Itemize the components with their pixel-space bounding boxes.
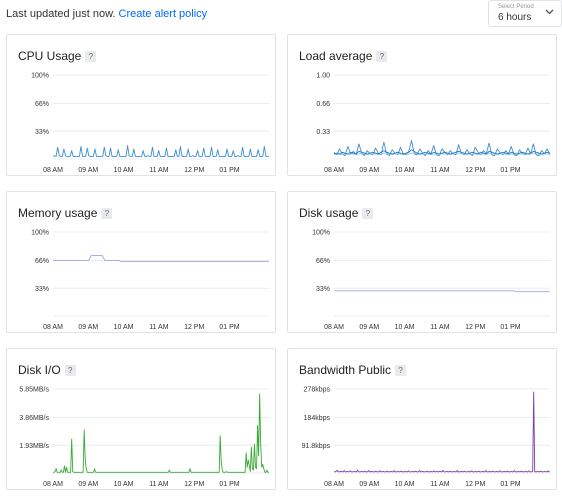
period-select-value: 6 hours <box>498 12 532 23</box>
bandwidth-public-chart: 278kbps 184kbps 91.8kbps 08 AM 09 AM 10 AM 11 … <box>302 387 550 488</box>
x-tick-label: 09 AM <box>78 167 98 174</box>
help-icon[interactable]: ? <box>362 208 374 219</box>
disk-usage-card: Disk usage? 100% 66% 33% 08 AM 09 AM 10 AM 11 … <box>287 191 557 333</box>
x-tick-label: 09 AM <box>359 324 379 331</box>
series-line <box>333 152 550 156</box>
updated-label: Last updated just now. <box>6 8 116 20</box>
y-tick-label: 3.86MB/s <box>19 415 49 422</box>
x-tick-label: 09 AM <box>78 481 98 488</box>
y-tick-label: 278kbps <box>304 387 331 394</box>
memory-usage-card: Memory usage? 100% 66% 33% 08 AM 09 AM 10 AM 1… <box>6 191 276 333</box>
x-tick-label: 12 PM <box>465 167 485 174</box>
x-tick-label: 09 AM <box>78 324 98 331</box>
y-tick-label: 5.85MB/s <box>19 387 49 394</box>
bandwidth-public-card: Bandwidth Public? 278kbps 184kbps 91.8kbps… <box>287 348 557 490</box>
x-tick-label: 10 AM <box>114 324 134 331</box>
cpu-usage-card: CPU Usage? 100% 66% 33% 08 AM 09 AM 10 AM 11 A… <box>6 34 276 176</box>
x-tick-label: 08 AM <box>324 167 344 174</box>
x-tick-label: 01 PM <box>500 481 520 488</box>
load-average-card: Load average? 1.00 0.66 0.33 08 AM 09 AM 10 A… <box>287 34 557 176</box>
x-tick-label: 12 PM <box>184 324 204 331</box>
x-tick-label: 08 AM <box>43 167 63 174</box>
x-tick-label: 08 AM <box>324 481 344 488</box>
x-tick-label: 11 AM <box>149 167 168 174</box>
x-tick-label: 11 AM <box>149 481 168 488</box>
y-tick-label: 0.33 <box>316 129 330 136</box>
load-average-chart: 1.00 0.66 0.33 08 AM 09 AM 10 AM 11 AM 12 PM 01 … <box>316 73 551 174</box>
x-tick-label: 11 AM <box>149 324 168 331</box>
x-tick-label: 01 PM <box>219 481 239 488</box>
x-tick-label: 08 AM <box>324 324 344 331</box>
card-title: Memory usage? <box>18 206 113 220</box>
card-title: Load average? <box>299 49 388 63</box>
x-tick-label: 12 PM <box>465 324 485 331</box>
x-tick-label: 11 AM <box>430 481 449 488</box>
period-select-label: Select Period <box>498 4 534 10</box>
series-line <box>333 149 551 155</box>
help-icon[interactable]: ? <box>85 51 97 62</box>
y-tick-label: 33% <box>35 129 49 136</box>
x-tick-label: 01 PM <box>500 167 520 174</box>
cpu-usage-chart: 100% 66% 33% 08 AM 09 AM 10 AM 11 AM 12 PM 01 PM <box>31 73 269 174</box>
help-icon[interactable]: ? <box>64 365 76 376</box>
series-line <box>334 290 550 293</box>
help-icon[interactable]: ? <box>395 365 407 376</box>
series-line <box>53 393 269 473</box>
x-tick-label: 01 PM <box>219 324 239 331</box>
x-tick-label: 08 AM <box>43 324 63 331</box>
series-line <box>53 255 269 262</box>
y-tick-label: 0.66 <box>316 101 330 108</box>
memory-usage-chart: 100% 66% 33% 08 AM 09 AM 10 AM 11 AM 12 PM 01 PM <box>31 230 269 331</box>
x-tick-label: 09 AM <box>359 167 379 174</box>
chevron-down-icon <box>545 9 554 15</box>
series-line <box>334 391 550 473</box>
y-tick-label: 66% <box>35 101 49 108</box>
y-tick-label: 100% <box>312 230 330 237</box>
card-title-text: Disk I/O <box>18 363 61 377</box>
y-tick-label: 33% <box>35 286 49 293</box>
x-tick-label: 09 AM <box>359 481 379 488</box>
last-updated-text: Last updated just now. Create alert poli… <box>6 8 207 20</box>
y-tick-label: 33% <box>316 286 330 293</box>
disk-io-chart: 5.85MB/s 3.86MB/s 1.93MB/s 08 AM 09 AM 10 AM 1… <box>19 387 269 488</box>
y-tick-label: 66% <box>35 258 49 265</box>
disk-io-card: Disk I/O? 5.85MB/s 3.86MB/s 1.93MB/s 08 AM 0… <box>6 348 276 490</box>
x-tick-label: 01 PM <box>500 324 520 331</box>
disk-usage-chart: 100% 66% 33% 08 AM 09 AM 10 AM 11 AM 12 PM 01 PM <box>312 230 550 331</box>
x-tick-label: 12 PM <box>184 481 204 488</box>
x-tick-label: 01 PM <box>219 167 239 174</box>
y-tick-label: 1.93MB/s <box>19 443 49 450</box>
y-tick-label: 184kbps <box>304 415 331 422</box>
card-title: CPU Usage? <box>18 49 97 63</box>
y-tick-label: 66% <box>316 258 330 265</box>
x-tick-label: 10 AM <box>395 324 415 331</box>
y-tick-label: 100% <box>31 230 49 237</box>
period-select[interactable]: Select Period 6 hours <box>488 0 562 27</box>
card-title-text: Memory usage <box>18 206 98 220</box>
x-tick-label: 10 AM <box>395 167 415 174</box>
card-title-text: Disk usage <box>299 206 359 220</box>
series-line <box>52 145 269 157</box>
help-icon[interactable]: ? <box>101 208 113 219</box>
help-icon[interactable]: ? <box>376 51 388 62</box>
x-tick-label: 10 AM <box>114 167 134 174</box>
x-tick-label: 12 PM <box>184 167 204 174</box>
y-tick-label: 100% <box>31 73 49 80</box>
x-tick-label: 11 AM <box>430 167 449 174</box>
card-title-text: CPU Usage <box>18 49 82 63</box>
x-tick-label: 10 AM <box>395 481 415 488</box>
y-tick-label: 1.00 <box>316 73 330 80</box>
card-title: Disk usage? <box>299 206 374 220</box>
x-tick-label: 10 AM <box>114 481 134 488</box>
card-title-text: Bandwidth Public <box>299 363 392 377</box>
card-title-text: Load average <box>299 49 373 63</box>
x-tick-label: 12 PM <box>465 481 485 488</box>
top-bar: Last updated just now. Create alert poli… <box>0 0 562 30</box>
y-tick-label: 91.8kbps <box>302 443 331 450</box>
card-title: Bandwidth Public? <box>299 363 407 377</box>
x-tick-label: 11 AM <box>430 324 449 331</box>
card-title: Disk I/O? <box>18 363 76 377</box>
x-tick-label: 08 AM <box>43 481 63 488</box>
create-alert-policy-link[interactable]: Create alert policy <box>118 8 208 20</box>
